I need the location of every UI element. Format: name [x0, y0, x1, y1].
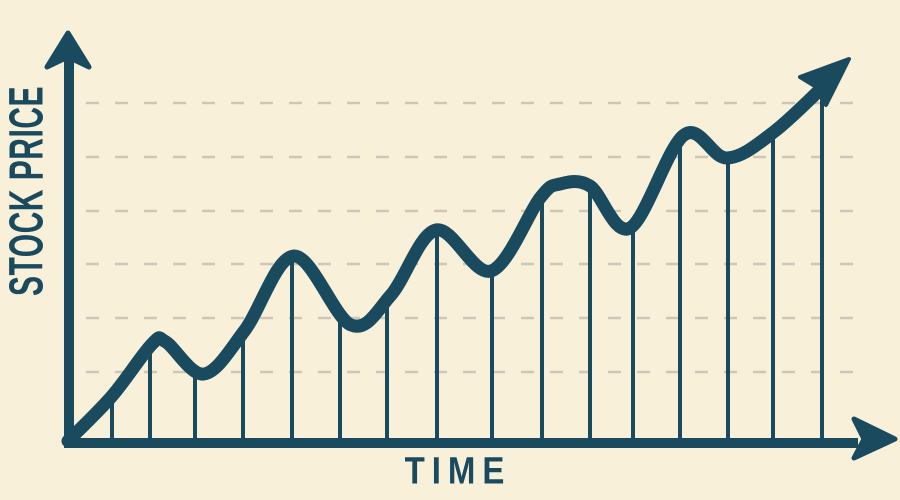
trend-arrowhead-icon — [798, 57, 851, 107]
x-axis-label: TIME — [404, 449, 512, 492]
y-axis-label: STOCK PRICE — [0, 86, 54, 296]
trend-curve — [61, 67, 843, 448]
y-axis-arrowhead-icon — [44, 30, 92, 70]
x-axis-arrowhead-icon — [851, 416, 898, 461]
